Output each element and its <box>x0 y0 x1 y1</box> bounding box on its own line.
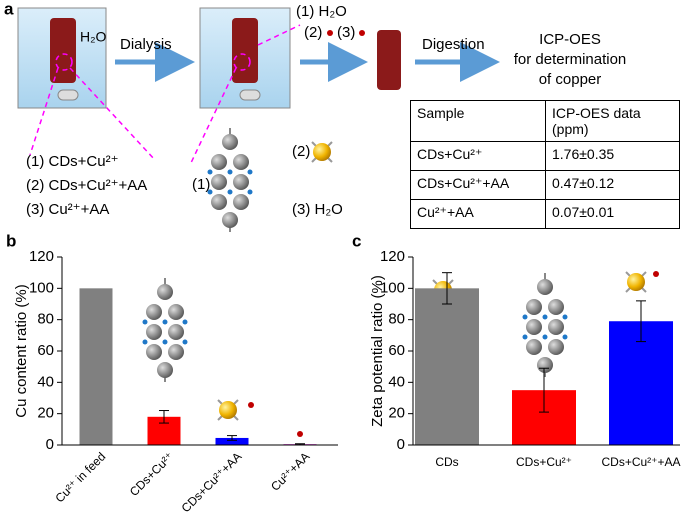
species: (1) <box>192 176 210 193</box>
table: Sample ICP-OES data (ppm) CDs+Cu²⁺ 1.76±0.… <box>410 100 680 229</box>
sample: (2) CDs+Cu²⁺+AA <box>26 177 147 194</box>
y-tick-label: 120 <box>29 248 54 265</box>
y-tick-label: 0 <box>46 436 54 453</box>
item: (3) <box>337 24 355 41</box>
x-tick-label: Cu²⁺ in feed <box>52 449 108 505</box>
y-tick-label: 80 <box>388 311 405 328</box>
y-tick-label: 60 <box>37 342 54 359</box>
panel-label: a <box>4 0 14 18</box>
icp-text: of copper <box>539 71 602 88</box>
sample: (1) CDs+Cu²⁺ <box>26 153 119 170</box>
header-cell: ICP-OES data (ppm) <box>545 100 680 142</box>
cell: 0.07±0.01 <box>545 199 680 229</box>
header-cell: Sample <box>410 100 546 142</box>
cell: CDs+Cu²⁺ <box>410 141 546 171</box>
y-tick-label: 80 <box>37 311 54 328</box>
panel-label: c <box>352 231 361 250</box>
cell: 0.47±0.12 <box>545 170 680 200</box>
bar <box>79 288 113 445</box>
cell: CDs+Cu²⁺+AA <box>410 170 546 200</box>
item: (1) H₂O <box>296 3 347 20</box>
y-axis-label: Zeta potential ratio (%) <box>369 275 386 427</box>
x-tick-label: Cu²⁺+AA <box>268 449 312 493</box>
icp-text: ICP-OES <box>539 31 601 48</box>
header-text: ICP-OES data (ppm) <box>552 105 641 137</box>
y-tick-label: 60 <box>388 342 405 359</box>
species: (3) H₂O <box>292 201 343 218</box>
x-tick-label: CDs+Cu²⁺ <box>516 455 572 469</box>
y-tick-label: 20 <box>37 405 54 422</box>
x-tick-label: CDs+Cu²⁺+AA <box>179 449 245 515</box>
cell: Cu²⁺+AA <box>410 199 546 229</box>
x-tick-label: CDs+Cu²⁺+AA <box>601 455 680 469</box>
chart-icons <box>141 271 659 437</box>
y-tick-label: 0 <box>397 436 405 453</box>
species: (2) <box>292 143 310 160</box>
step-label: Dialysis <box>120 36 172 53</box>
icp-text: for determination <box>514 51 627 68</box>
step-label: Digestion <box>422 36 485 53</box>
bar <box>415 288 479 445</box>
sample: (3) Cu²⁺+AA <box>26 201 109 218</box>
x-tick-label: CDs+Cu²⁺ <box>127 449 177 499</box>
y-tick-label: 40 <box>388 373 405 390</box>
bar <box>215 437 249 445</box>
y-tick-label: 100 <box>29 279 54 296</box>
panel-label: b <box>6 231 16 250</box>
y-tick-label: 20 <box>388 405 405 422</box>
cell: 1.76±0.35 <box>545 141 680 171</box>
item: (2) <box>304 24 322 41</box>
y-axis-label: Cu content ratio (%) <box>13 284 30 417</box>
panel-a-drawing <box>17 7 500 233</box>
y-tick-label: 40 <box>37 373 54 390</box>
y-tick-label: 120 <box>380 248 405 265</box>
y-tick-label: 100 <box>380 279 405 296</box>
x-tick-label: CDs <box>435 455 458 469</box>
beaker-text: H₂O <box>80 29 107 45</box>
